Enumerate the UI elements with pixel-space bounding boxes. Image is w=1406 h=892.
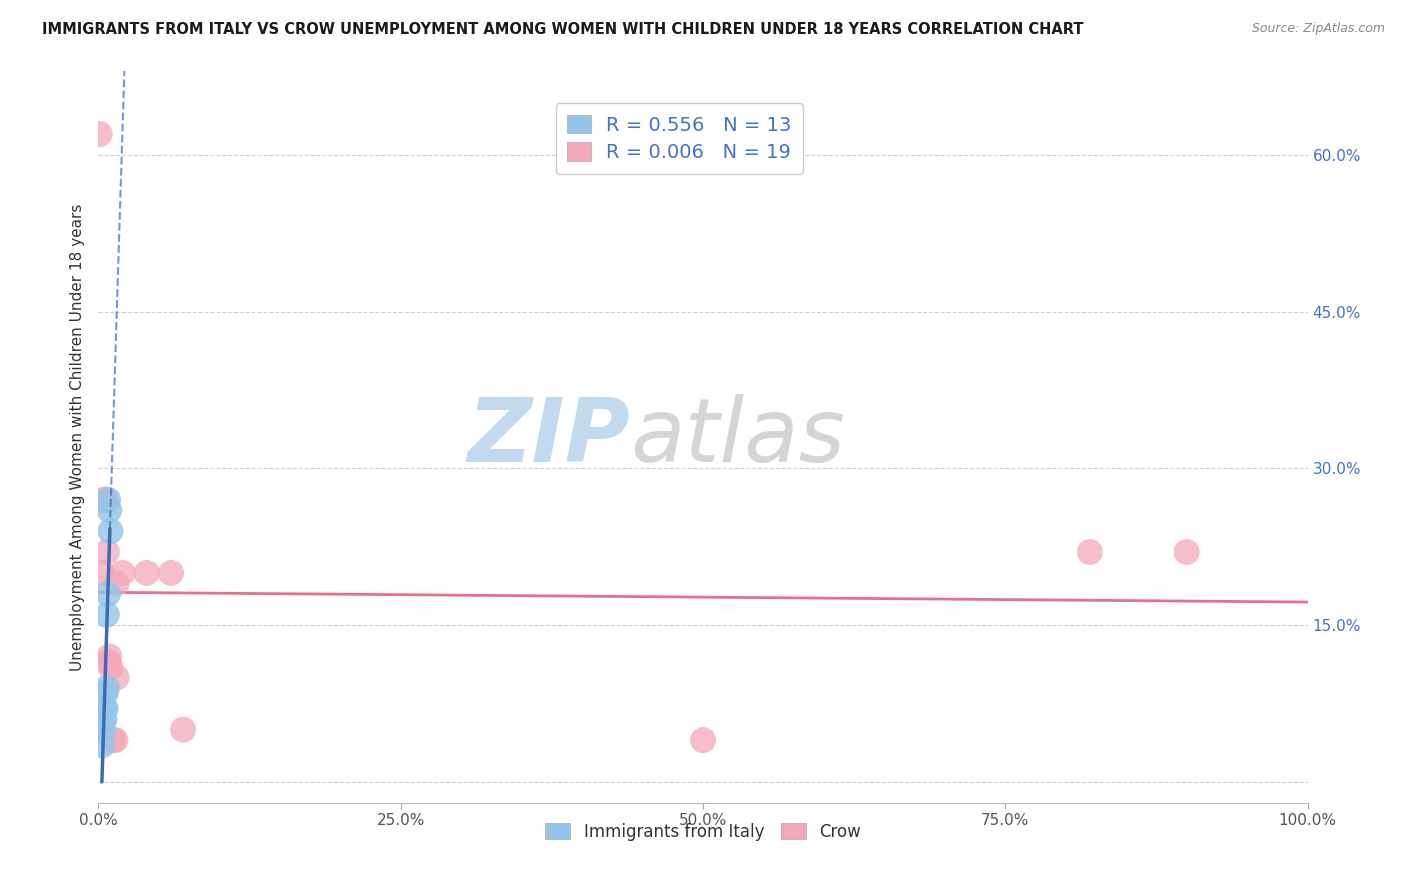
Point — [91, 712, 114, 726]
Text: ZIP: ZIP — [468, 393, 630, 481]
Point — [100, 524, 122, 538]
Text: Source: ZipAtlas.com: Source: ZipAtlas.com — [1251, 22, 1385, 36]
Point — [100, 660, 122, 674]
Point — [91, 566, 114, 580]
Point — [1078, 545, 1101, 559]
Point — [101, 733, 124, 747]
Point — [94, 686, 117, 700]
Point — [94, 702, 117, 716]
Point — [105, 576, 128, 591]
Point — [93, 712, 115, 726]
Point — [97, 492, 120, 507]
Text: atlas: atlas — [630, 394, 845, 480]
Point — [98, 649, 121, 664]
Point — [1175, 545, 1198, 559]
Point — [105, 670, 128, 684]
Point — [91, 739, 114, 753]
Point — [89, 127, 111, 141]
Point — [104, 733, 127, 747]
Point — [93, 492, 115, 507]
Point — [98, 503, 121, 517]
Point — [93, 702, 115, 716]
Point — [91, 723, 114, 737]
Point — [94, 492, 117, 507]
Point — [97, 587, 120, 601]
Y-axis label: Unemployment Among Women with Children Under 18 years: Unemployment Among Women with Children U… — [69, 203, 84, 671]
Point — [172, 723, 194, 737]
Point — [135, 566, 157, 580]
Point — [160, 566, 183, 580]
Point — [692, 733, 714, 747]
Legend: Immigrants from Italy, Crow: Immigrants from Italy, Crow — [537, 814, 869, 849]
Point — [96, 681, 118, 695]
Point — [96, 545, 118, 559]
Point — [96, 607, 118, 622]
Text: IMMIGRANTS FROM ITALY VS CROW UNEMPLOYMENT AMONG WOMEN WITH CHILDREN UNDER 18 YE: IMMIGRANTS FROM ITALY VS CROW UNEMPLOYME… — [42, 22, 1084, 37]
Point — [97, 655, 120, 669]
Point — [111, 566, 134, 580]
